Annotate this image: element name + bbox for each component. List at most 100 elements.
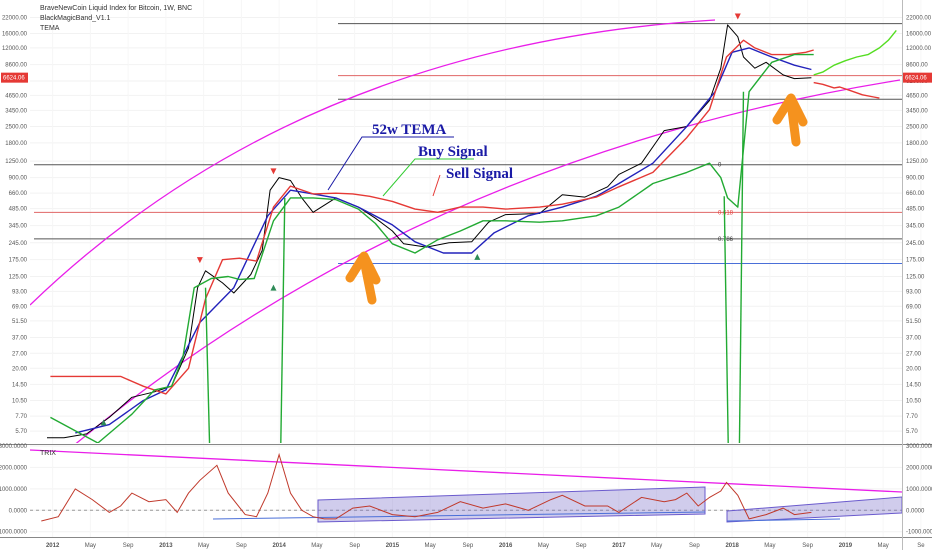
fib-level-label: 0.786 bbox=[718, 237, 734, 243]
price-tick-label-right: 20.00 bbox=[906, 366, 922, 372]
price-tick-label-left: 14.50 bbox=[12, 382, 28, 388]
buy-marker bbox=[474, 253, 481, 260]
indicator-tick-label-right: 3000.0000 bbox=[906, 444, 932, 450]
indicator-tick-label-left: 0.0000 bbox=[9, 508, 28, 514]
time-tick-label: May bbox=[538, 543, 549, 549]
price-tick-label-right: 93.00 bbox=[906, 289, 922, 295]
fib-level-label: 0.618 bbox=[718, 210, 734, 216]
price-tick-label-right: 485.00 bbox=[906, 207, 925, 213]
price-tick-label-left: 20.00 bbox=[12, 366, 28, 372]
time-tick-label: Sep bbox=[463, 543, 474, 549]
price-tick-label-right: 900.00 bbox=[906, 176, 925, 182]
fib-level-label: 0 bbox=[718, 163, 722, 169]
price-tick-label-right: 69.00 bbox=[906, 304, 922, 310]
indicator-tick-label-right: 2000.0000 bbox=[906, 465, 932, 471]
indicator-tick-label-right: 1000.0000 bbox=[906, 487, 932, 493]
price-tick-label-left: 4650.00 bbox=[5, 93, 27, 99]
time-tick-label: May bbox=[651, 543, 662, 549]
series-line-5 bbox=[813, 81, 880, 99]
time-tick-label: 2014 bbox=[272, 543, 286, 549]
sell-marker bbox=[196, 257, 203, 264]
price-tick-label-right: 245.00 bbox=[906, 241, 925, 247]
price-tick-label-right: 7.70 bbox=[906, 414, 918, 420]
price-tick-label-left: 175.00 bbox=[9, 258, 28, 264]
price-tick-label-left: 12000.00 bbox=[2, 46, 28, 52]
price-tick-label-right: 51.50 bbox=[906, 319, 922, 325]
series-line-0 bbox=[47, 24, 812, 439]
trix-support-line bbox=[212, 511, 706, 520]
series-line-2 bbox=[50, 39, 814, 395]
price-tick-label-right: 27.00 bbox=[906, 351, 922, 357]
time-tick-label: May bbox=[85, 543, 96, 549]
time-tick-label: 2019 bbox=[839, 543, 853, 549]
price-tick-label-left: 1800.00 bbox=[5, 141, 27, 147]
tema-annotation: 52w TEMA bbox=[372, 122, 446, 138]
price-tick-label-right: 8600.00 bbox=[906, 63, 928, 69]
price-tick-label-left: 485.00 bbox=[9, 207, 28, 213]
buy-marker bbox=[100, 419, 107, 426]
price-tick-label-left: 2500.00 bbox=[5, 124, 27, 130]
buy-signal-annotation: Buy Signal bbox=[418, 144, 488, 160]
price-tick-label-left: 1250.00 bbox=[5, 159, 27, 165]
price-tick-label-right: 345.00 bbox=[906, 224, 925, 230]
price-tick-label-left: 69.00 bbox=[12, 304, 28, 310]
band-plunge-line bbox=[280, 197, 286, 443]
price-tick-label-right: 1250.00 bbox=[906, 159, 928, 165]
sell-pointer bbox=[432, 174, 441, 197]
indicator-pane-label: TRIX bbox=[40, 450, 56, 457]
series-line-1 bbox=[75, 47, 812, 434]
annotations: 52w TEMA Buy Signal Sell Signal bbox=[372, 122, 513, 182]
orange-arrow-head bbox=[772, 93, 808, 127]
sell-signal-annotation: Sell Signal bbox=[446, 166, 513, 182]
indicator-name-tema: TEMA bbox=[40, 25, 60, 32]
price-tick-label-right: 5.70 bbox=[906, 429, 918, 435]
indicator-tick-label-left: -1000.0000 bbox=[0, 530, 28, 536]
price-tick-label-right: 3450.00 bbox=[906, 108, 928, 114]
indicator-tick-label-left: 1000.0000 bbox=[0, 487, 28, 493]
indicator-tick-label-right: -1000.0000 bbox=[906, 530, 932, 536]
sell-marker bbox=[270, 168, 277, 175]
chart-header: BraveNewCoin Liquid Index for Bitcoin, 1… bbox=[40, 5, 192, 457]
price-tick-label-left: 7.70 bbox=[15, 414, 27, 420]
chart-title: BraveNewCoin Liquid Index for Bitcoin, 1… bbox=[40, 5, 192, 12]
price-tick-label-right: 12000.00 bbox=[906, 46, 932, 52]
time-tick-label: 2012 bbox=[46, 543, 60, 549]
time-tick-label: May bbox=[198, 543, 209, 549]
current-price-label-left: 6624.06 bbox=[3, 76, 25, 82]
price-tick-label-right: 660.00 bbox=[906, 191, 925, 197]
price-tick-label-right: 10.50 bbox=[906, 399, 922, 405]
main-pane: 0 0.618 0.786 bbox=[30, 13, 902, 443]
price-tick-label-left: 900.00 bbox=[9, 176, 28, 182]
current-price-badge-right bbox=[903, 72, 932, 83]
price-tick-label-right: 1800.00 bbox=[906, 141, 928, 147]
current-price-badge-left bbox=[1, 72, 28, 83]
indicator-name-band: BlackMagicBand_V1.1 bbox=[40, 15, 111, 22]
time-tick-label: May bbox=[764, 543, 775, 549]
buy-pointer bbox=[382, 158, 474, 197]
indicator-tick-label-left: 3000.0000 bbox=[0, 444, 28, 450]
time-tick-label: 2015 bbox=[386, 543, 400, 549]
price-tick-label-right: 22000.00 bbox=[906, 16, 932, 22]
time-tick-label: Sep bbox=[236, 543, 247, 549]
lower-arc-trendline bbox=[75, 79, 901, 443]
band-plunge-line bbox=[738, 91, 745, 443]
price-tick-label-left: 3450.00 bbox=[5, 108, 27, 114]
time-tick-label: 2013 bbox=[159, 543, 173, 549]
price-tick-label-left: 16000.00 bbox=[2, 31, 28, 37]
trix-trendline bbox=[30, 449, 902, 493]
upper-arc-trendline bbox=[30, 19, 716, 306]
time-tick-label: Se bbox=[917, 543, 925, 549]
band-plunge-line bbox=[204, 287, 211, 443]
time-tick-label: 2017 bbox=[612, 543, 626, 549]
price-tick-label-left: 37.00 bbox=[12, 335, 28, 341]
time-tick-label: Sep bbox=[802, 543, 813, 549]
price-tick-label-left: 245.00 bbox=[9, 241, 28, 247]
series-line-3 bbox=[50, 53, 814, 443]
indicator-tick-label-right: 0.0000 bbox=[906, 508, 925, 514]
current-price-label-right: 6624.06 bbox=[905, 76, 927, 82]
price-tick-label-left: 345.00 bbox=[9, 224, 28, 230]
price-tick-label-left: 27.00 bbox=[12, 351, 28, 357]
